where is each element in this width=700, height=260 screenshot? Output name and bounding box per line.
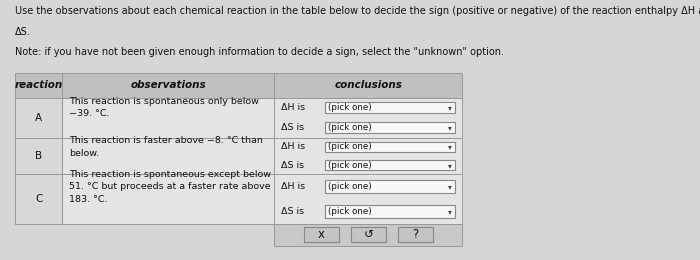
Text: This reaction is spontaneous except below
51. °C but proceeds at a faster rate a: This reaction is spontaneous except belo… (69, 170, 272, 204)
Text: ΔH is: ΔH is (281, 103, 306, 112)
Text: ▾: ▾ (448, 207, 452, 216)
Text: ?: ? (412, 228, 418, 241)
Text: (pick one): (pick one) (328, 182, 372, 191)
Text: ▾: ▾ (448, 123, 452, 132)
Text: ΔS is: ΔS is (281, 207, 304, 216)
Text: (pick one): (pick one) (328, 123, 372, 132)
Text: ΔS is: ΔS is (281, 123, 304, 132)
Text: (pick one): (pick one) (328, 161, 372, 170)
Text: ▾: ▾ (448, 142, 452, 151)
Text: observations: observations (130, 80, 206, 90)
Text: ▾: ▾ (448, 103, 452, 112)
Text: (pick one): (pick one) (328, 103, 372, 112)
Text: B: B (35, 151, 43, 161)
Text: reaction: reaction (15, 80, 63, 90)
Text: ΔS.: ΔS. (15, 27, 31, 37)
Text: ↺: ↺ (363, 228, 373, 241)
Text: This reaction is faster above −8. °C than
below.: This reaction is faster above −8. °C tha… (69, 136, 263, 158)
Text: ▾: ▾ (448, 161, 452, 170)
Text: ΔS is: ΔS is (281, 161, 304, 170)
Text: This reaction is spontaneous only below
−39. °C.: This reaction is spontaneous only below … (69, 97, 259, 118)
Text: Use the observations about each chemical reaction in the table below to decide t: Use the observations about each chemical… (15, 6, 700, 16)
Text: ΔH is: ΔH is (281, 142, 306, 151)
Text: Note: if you have not been given enough information to decide a sign, select the: Note: if you have not been given enough … (15, 47, 505, 57)
Text: ▾: ▾ (448, 182, 452, 191)
Text: (pick one): (pick one) (328, 207, 372, 216)
Text: C: C (35, 194, 43, 204)
Text: ΔH is: ΔH is (281, 182, 306, 191)
Text: x: x (318, 228, 325, 241)
Text: conclusions: conclusions (335, 80, 402, 90)
Text: (pick one): (pick one) (328, 142, 372, 151)
Text: A: A (35, 113, 43, 123)
